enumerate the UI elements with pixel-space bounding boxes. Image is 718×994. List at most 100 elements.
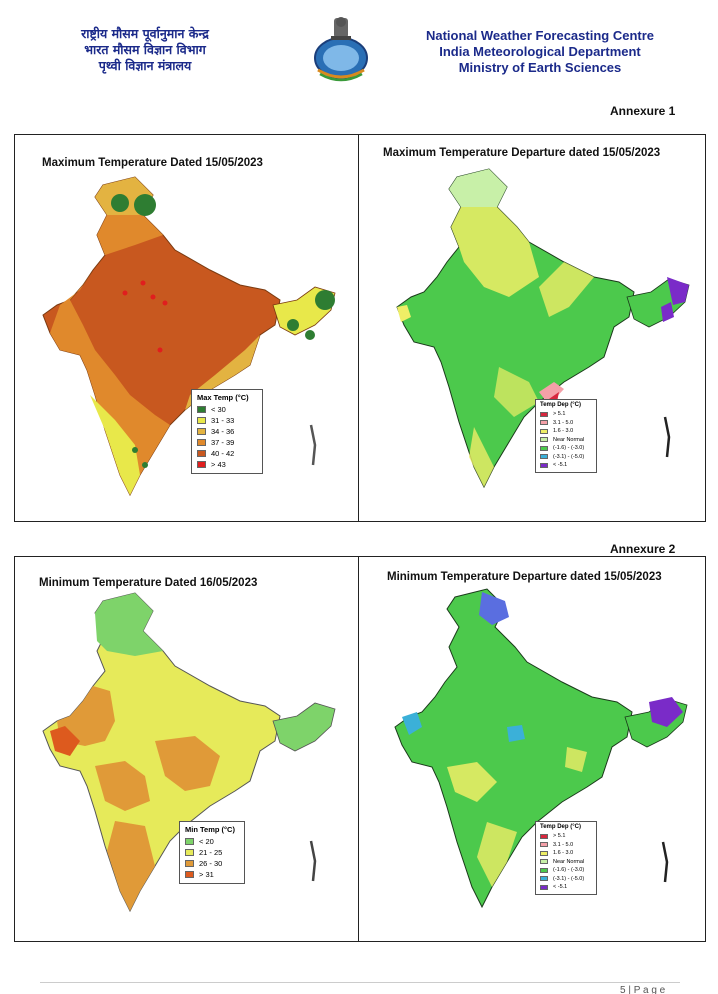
legend-label: > 5.1 [553,411,566,418]
imd-emblem-icon [314,17,368,82]
english-agency-name: National Weather Forecasting Centre Indi… [380,28,700,76]
legend-label: 3.1 - 5.0 [553,419,574,426]
english-line-1: National Weather Forecasting Centre [425,28,655,43]
legend-item: > 5.1 [540,832,592,841]
legend-swatch [540,859,548,865]
min-dep-legend: Temp Dep (°C) > 5.1 3.1 - 5.0 1.6 - 3.0 Nea… [535,821,597,895]
legend-item: < -5.1 [540,883,592,892]
panel-divider [358,135,359,521]
legend-item: Near Normal [540,858,592,867]
legend-swatch [197,450,206,457]
legend-label: Near Normal [553,436,585,443]
legend-item: (-1.6) - (-3.0) [540,444,592,453]
legend-swatch [185,849,194,856]
min-temp-panel: Minimum Temperature Dated 16/05/2023 Min… [15,557,358,941]
legend-label: 40 - 42 [211,449,235,458]
legend-label: > 43 [211,460,226,469]
legend-swatch [197,439,206,446]
legend-swatch [197,406,206,413]
legend-swatch [540,428,548,434]
legend-item: (-1.6) - (-3.0) [540,866,592,875]
legend-swatch [197,417,206,424]
legend-label: < -5.1 [553,884,568,891]
legend-item: (-3.1) - (-5.0) [540,453,592,462]
legend-label: > 5.1 [553,833,566,840]
legend-label: (-3.1) - (-5.0) [553,875,585,882]
legend-swatch [540,842,548,848]
max-temp-map [42,176,336,497]
min-dep-title: Minimum Temperature Departure dated 15/0… [387,571,662,583]
min-dep-legend-title: Temp Dep (°C) [540,824,581,830]
legend-item: 31 - 33 [197,415,257,426]
legend-swatch [185,871,194,878]
legend-swatch [540,411,548,417]
legend-label: 31 - 33 [211,416,235,425]
legend-swatch [540,867,548,873]
legend-item: > 43 [197,459,257,470]
min-temp-legend: Min Temp (°C) < 20 21 - 25 26 - 30 > 31 [179,821,245,884]
min-temp-title: Minimum Temperature Dated 16/05/2023 [39,577,258,589]
english-line-2: India Meteorological Department [439,44,641,59]
min-temp-legend-title: Min Temp (°C) [185,825,235,834]
max-temp-title: Maximum Temperature Dated 15/05/2023 [42,157,263,169]
legend-item: < 30 [197,404,257,415]
legend-label: 1.6 - 3.0 [553,850,574,857]
max-dep-legend-title: Temp Dep (°C) [540,402,581,408]
legend-item: < 20 [185,836,239,847]
legend-label: Near Normal [553,858,585,865]
legend-item: 3.1 - 5.0 [540,419,592,428]
max-temp-legend: Max Temp (°C) < 30 31 - 33 34 - 36 37 - 39 4… [191,389,263,474]
hindi-agency-name: राष्ट्रीय मौसम पूर्वानुमान केन्द्र भारत … [30,26,260,74]
legend-swatch [540,850,548,856]
max-dep-panel: Maximum Temperature Departure dated 15/0… [359,135,705,521]
annexure-2-label: Annexure 2 [610,542,676,556]
legend-label: < 20 [199,837,214,846]
legend-label: (-1.6) - (-3.0) [553,867,585,874]
max-dep-legend: Temp Dep (°C) > 5.1 3.1 - 5.0 1.6 - 3.0 Nea… [535,399,597,473]
legend-swatch [540,420,548,426]
annexure-1-panel: Maximum Temperature Dated 15/05/2023 Ma [14,134,706,522]
page-number: 5 | P a g e [620,985,666,994]
legend-label: 37 - 39 [211,438,235,447]
legend-swatch [197,461,206,468]
legend-label: 21 - 25 [199,848,223,857]
annexure-2-panel: Minimum Temperature Dated 16/05/2023 Min… [14,556,706,942]
legend-swatch [185,860,194,867]
legend-item: 1.6 - 3.0 [540,849,592,858]
hindi-line-1: राष्ट्रीय मौसम पूर्वानुमान केन्द्र [81,26,209,41]
legend-label: (-3.1) - (-5.0) [553,453,585,460]
legend-swatch [540,462,548,468]
annexure-1-label: Annexure 1 [610,104,676,118]
legend-swatch [540,833,548,839]
legend-item: 21 - 25 [185,847,239,858]
max-dep-title: Maximum Temperature Departure dated 15/0… [383,147,661,159]
max-temp-panel: Maximum Temperature Dated 15/05/2023 Ma [15,135,358,521]
footer-rule [40,982,680,983]
legend-item: > 31 [185,869,239,880]
max-temp-legend-title: Max Temp (°C) [197,393,249,402]
panel-divider [358,557,359,941]
legend-label: 26 - 30 [199,859,223,868]
legend-item: < -5.1 [540,461,592,470]
legend-item: 40 - 42 [197,448,257,459]
legend-item: Near Normal [540,436,592,445]
legend-item: (-3.1) - (-5.0) [540,875,592,884]
min-dep-panel: Minimum Temperature Departure dated 15/0… [359,557,705,941]
max-dep-map [396,168,690,489]
legend-swatch [540,445,548,451]
hindi-line-3: पृथ्वी विज्ञान मंत्रालय [98,58,192,73]
legend-label: (-1.6) - (-3.0) [553,445,585,452]
legend-label: < -5.1 [553,462,568,469]
hindi-line-2: भारत मौसम विज्ञान विभाग [84,42,206,57]
legend-swatch [540,454,548,460]
legend-swatch [540,884,548,890]
legend-label: > 31 [199,870,214,879]
legend-item: 1.6 - 3.0 [540,427,592,436]
legend-swatch [540,437,548,443]
legend-item: 37 - 39 [197,437,257,448]
min-temp-map [42,592,336,913]
legend-swatch [185,838,194,845]
legend-label: 1.6 - 3.0 [553,428,574,435]
english-line-3: Ministry of Earth Sciences [458,60,622,75]
legend-swatch [540,876,548,882]
